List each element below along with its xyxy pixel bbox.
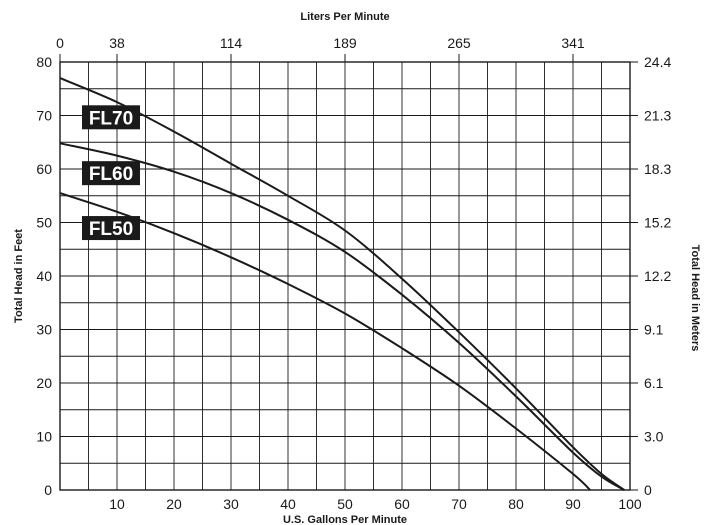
x-tick-label: 100 [618, 496, 642, 512]
y-tick-label: 30 [36, 322, 52, 338]
x2-tick-label: 265 [447, 35, 471, 51]
x-tick-label: 40 [280, 496, 296, 512]
x2-tick-label: 38 [109, 35, 125, 51]
y-tick-label: 80 [36, 54, 52, 70]
series-line-fl70 [59, 77, 625, 491]
x-tick-label: 10 [109, 496, 125, 512]
y2-tick-label: 18.3 [644, 161, 671, 177]
y-tick-label: 50 [36, 215, 52, 231]
x2-tick-label: 189 [333, 35, 357, 51]
grid [60, 62, 630, 490]
x-tick-label: 20 [166, 496, 182, 512]
y-tick-label: 0 [44, 482, 52, 498]
y2-tick-label: 15.2 [644, 215, 671, 231]
y2-tick-label: 21.3 [644, 108, 671, 124]
series-lines [59, 77, 625, 491]
y-tick-label: 70 [36, 108, 52, 124]
y2-tick-label: 0 [644, 482, 652, 498]
y-tick-label: 20 [36, 375, 52, 391]
tick-marks [59, 54, 638, 491]
y2-tick-label: 6.1 [644, 375, 664, 391]
y2-tick-label: 3.0 [644, 429, 664, 445]
series-labels: FL70 FL60 FL50 [82, 105, 140, 241]
series-label-fl50: FL50 [89, 219, 133, 240]
y2-tick-label: 9.1 [644, 322, 664, 338]
x2-tick-label: 341 [561, 35, 585, 51]
x2-axis-title: Liters Per Minute [300, 11, 389, 23]
x-tick-label: 70 [451, 496, 467, 512]
x-axis-title: U.S. Gallons Per Minute [283, 514, 407, 525]
y2-tick-label: 24.4 [644, 54, 671, 70]
y-tick-label: 60 [36, 161, 52, 177]
series-label-box-fl50 [82, 216, 140, 241]
series-line-fl60 [59, 142, 625, 491]
x-tick-label: 50 [337, 496, 353, 512]
x-tick-label: 60 [394, 496, 410, 512]
series-line-fl50 [59, 192, 591, 491]
series-label-box-fl70 [82, 105, 140, 130]
y-tick-label: 10 [36, 429, 52, 445]
y-tick-label: 40 [36, 268, 52, 284]
x-tick-label: 30 [223, 496, 239, 512]
series-label-box-fl60 [82, 161, 140, 186]
x-tick-label: 80 [508, 496, 524, 512]
series-label-fl70: FL70 [89, 108, 133, 129]
y2-axis-title: Total Head in Meters [689, 245, 701, 352]
x-tick-label: 90 [565, 496, 581, 512]
x2-tick-label: 0 [56, 35, 64, 51]
series-label-fl60: FL60 [89, 164, 133, 185]
y2-tick-label: 12.2 [644, 268, 671, 284]
x2-tick-label: 114 [220, 35, 243, 51]
y-axis-title: Total Head in Feet [13, 229, 25, 323]
